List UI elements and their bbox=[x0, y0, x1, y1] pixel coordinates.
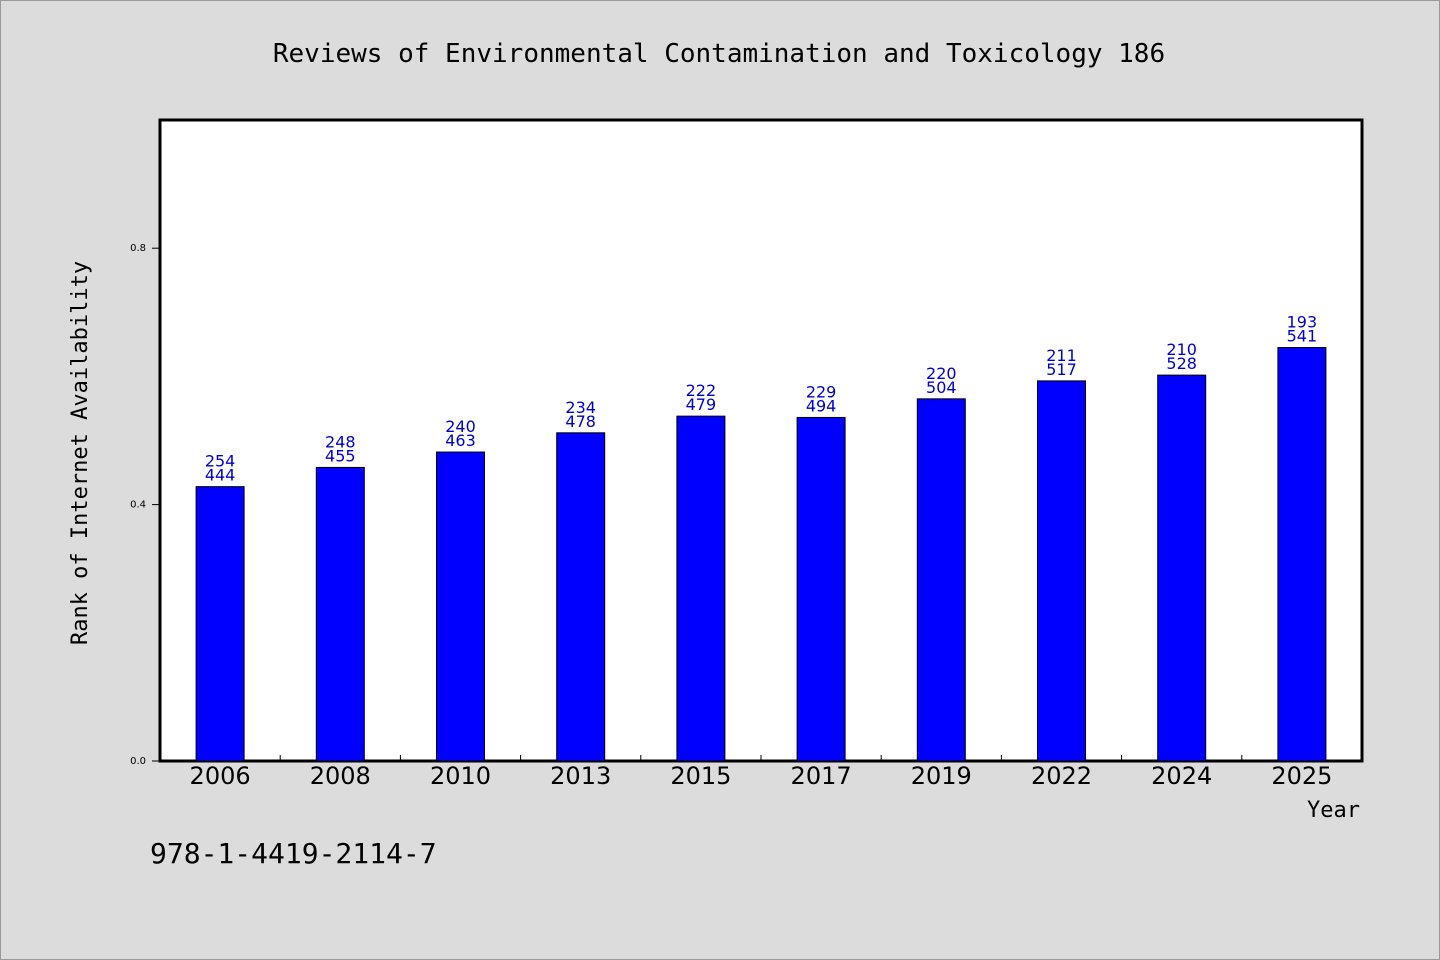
x-tick-label: 2006 bbox=[190, 762, 251, 790]
bar-2025 bbox=[1277, 347, 1327, 762]
bar-label-top: 229 bbox=[806, 382, 837, 401]
bar-2024 bbox=[1157, 374, 1207, 762]
x-axis: 2006 2008 2010 2013 2015 2017 2019 2022 2024 2025 bbox=[190, 755, 1332, 790]
bar-label-bottom: 504 bbox=[926, 378, 957, 397]
bar-label-bottom: 479 bbox=[686, 395, 717, 414]
bar-label-bottom: 463 bbox=[445, 431, 476, 450]
bar-2013 bbox=[556, 432, 606, 762]
y-tick-label: 0.0 bbox=[130, 756, 146, 767]
bar-label-bottom: 517 bbox=[1046, 360, 1077, 379]
bar-2006 bbox=[195, 486, 245, 762]
x-tick-label: 2025 bbox=[1271, 762, 1332, 790]
bar-label-top: 254 bbox=[205, 452, 236, 471]
bar-2019 bbox=[916, 398, 966, 762]
x-tick-label: 2010 bbox=[430, 762, 491, 790]
bar-series bbox=[195, 347, 1327, 762]
bar-2022 bbox=[1037, 380, 1086, 762]
chart-title: Reviews of Environmental Contamination a… bbox=[273, 39, 1165, 69]
bar-label-top: 222 bbox=[686, 381, 717, 400]
x-tick-label: 2008 bbox=[310, 762, 371, 790]
bar-2017 bbox=[796, 416, 846, 762]
y-tick-label: 0.4 bbox=[130, 500, 146, 511]
x-tick-label: 2019 bbox=[911, 762, 972, 790]
bar-label-top: 240 bbox=[445, 417, 476, 436]
bar-label-bottom: 455 bbox=[325, 446, 356, 465]
bar-2015 bbox=[676, 415, 726, 762]
bar-label-bottom: 541 bbox=[1287, 327, 1318, 346]
x-tick-label: 2024 bbox=[1151, 762, 1212, 790]
bar-2010 bbox=[436, 451, 485, 762]
bar-label-top: 210 bbox=[1166, 340, 1197, 359]
bar-label-top: 193 bbox=[1287, 313, 1318, 332]
y-axis-title: Rank of Internet Availability bbox=[68, 261, 93, 645]
x-tick-label: 2022 bbox=[1031, 762, 1092, 790]
bar-label-bottom: 494 bbox=[806, 396, 837, 415]
bar-label-top: 248 bbox=[325, 432, 356, 451]
x-tick-label: 2015 bbox=[670, 762, 731, 790]
bar-label-top: 220 bbox=[926, 364, 957, 383]
bar-label-bottom: 478 bbox=[565, 412, 596, 431]
x-axis-title: Year bbox=[1307, 798, 1360, 823]
x-tick-label: 2017 bbox=[791, 762, 852, 790]
x-tick-label: 2013 bbox=[550, 762, 611, 790]
bar-label-bottom: 444 bbox=[205, 466, 236, 485]
y-axis: 0.0 0.4 0.8 bbox=[130, 243, 160, 767]
isbn-label: 978-1-4419-2114-7 bbox=[150, 837, 437, 870]
bar-2008 bbox=[315, 466, 365, 762]
bar-label-top: 211 bbox=[1046, 346, 1077, 365]
y-tick-label: 0.8 bbox=[130, 243, 146, 254]
bar-label-bottom: 528 bbox=[1166, 354, 1197, 373]
bar-label-top: 234 bbox=[565, 398, 596, 417]
